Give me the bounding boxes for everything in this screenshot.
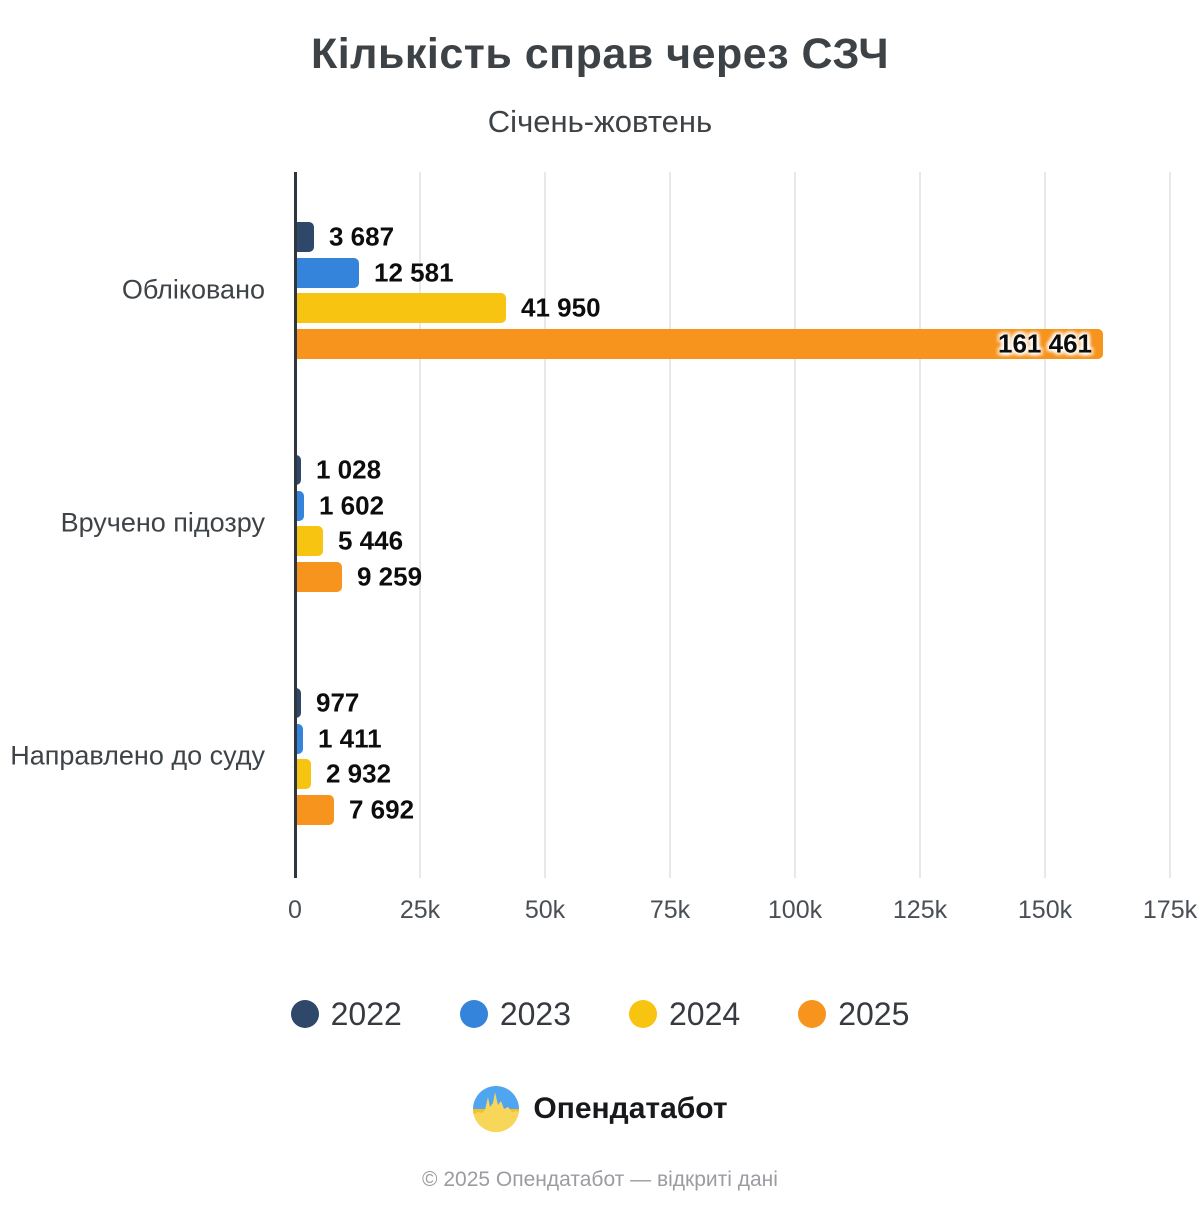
legend-item-2022: 2022 — [290, 995, 402, 1033]
legend-dot-2024 — [629, 1000, 657, 1028]
gridline — [919, 172, 921, 878]
brand-name: Опендатабот — [533, 1092, 728, 1125]
legend-item-2023: 2023 — [459, 995, 571, 1033]
legend-dot-2025 — [798, 1000, 827, 1028]
bar-2025-2 — [296, 561, 342, 592]
legend: 2022 2023 2024 2025 — [0, 988, 1200, 1040]
value-label: 1 602 — [319, 490, 385, 520]
legend-year-label: 2024 — [669, 995, 741, 1032]
bar-2025-3 — [296, 794, 334, 825]
value-label: 977 — [316, 687, 360, 718]
bar-chart-plot: 0 25k 50k 75k 100k 125k 150k 175k Обліковано 3 68… — [0, 172, 1200, 942]
value-label: 12 581 — [374, 257, 454, 287]
legend-year-label: 2022 — [330, 995, 402, 1032]
copyright: © 2025 Опендатабот — відкриті дані — [422, 1168, 778, 1191]
y-axis-line — [294, 172, 297, 878]
bar-2024-1 — [296, 293, 506, 323]
category-label: Вручено підозру — [60, 507, 265, 538]
gridline — [544, 172, 546, 878]
bar-2023-2 — [296, 490, 304, 521]
gridline — [1169, 172, 1171, 878]
brand-row: Опендатабот — [0, 1085, 1200, 1133]
legend-year-label: 2023 — [499, 995, 571, 1032]
value-label: 41 950 — [521, 292, 601, 323]
category-label: Обліковано — [121, 274, 265, 305]
legend-item-2024: 2024 — [629, 996, 740, 1033]
bar-2024-2 — [296, 526, 323, 556]
legend-dot-2023 — [459, 1000, 488, 1028]
bar-2022-3 — [296, 688, 301, 718]
bar-2022-2 — [296, 455, 301, 485]
x-tick-label: 25k — [399, 896, 441, 924]
value-label: 2 932 — [326, 758, 392, 789]
legend-year-label: 2025 — [838, 995, 910, 1032]
x-tick-label: 175k — [1142, 896, 1198, 924]
bar-2023-1 — [296, 257, 359, 288]
gridline — [419, 172, 421, 878]
gridline — [1044, 172, 1046, 878]
value-label: 3 687 — [329, 221, 395, 252]
x-tick-label: 100k — [767, 896, 823, 924]
opendatabot-logo-icon — [472, 1085, 520, 1133]
value-label: 7 692 — [349, 794, 415, 824]
x-tick-label: 125k — [892, 896, 948, 924]
bar-2023-3 — [296, 723, 303, 754]
legend-item-2025: 2025 — [798, 996, 909, 1033]
bar-2022-1 — [296, 222, 314, 252]
x-tick-label: 50k — [524, 896, 566, 924]
value-label: 161 461 — [998, 328, 1092, 358]
value-label: 1 028 — [316, 454, 382, 485]
chart-title: Кількість справ через СЗЧ — [310, 30, 890, 78]
chart-subtitle: Січень-жовтень — [487, 104, 713, 139]
x-tick-label: 0 — [288, 896, 302, 924]
value-label: 1 411 — [318, 723, 382, 753]
gridline — [794, 172, 796, 878]
legend-dot-2022 — [290, 1000, 319, 1028]
x-tick-label: 150k — [1017, 896, 1073, 924]
bar-2024-3 — [296, 759, 311, 789]
gridline — [669, 172, 671, 878]
bar-2025-1 — [296, 328, 1103, 359]
value-label: 9 259 — [357, 561, 423, 591]
category-label: Направлено до суду — [10, 740, 265, 771]
value-label: 5 446 — [338, 525, 404, 556]
x-tick-label: 75k — [649, 896, 691, 924]
